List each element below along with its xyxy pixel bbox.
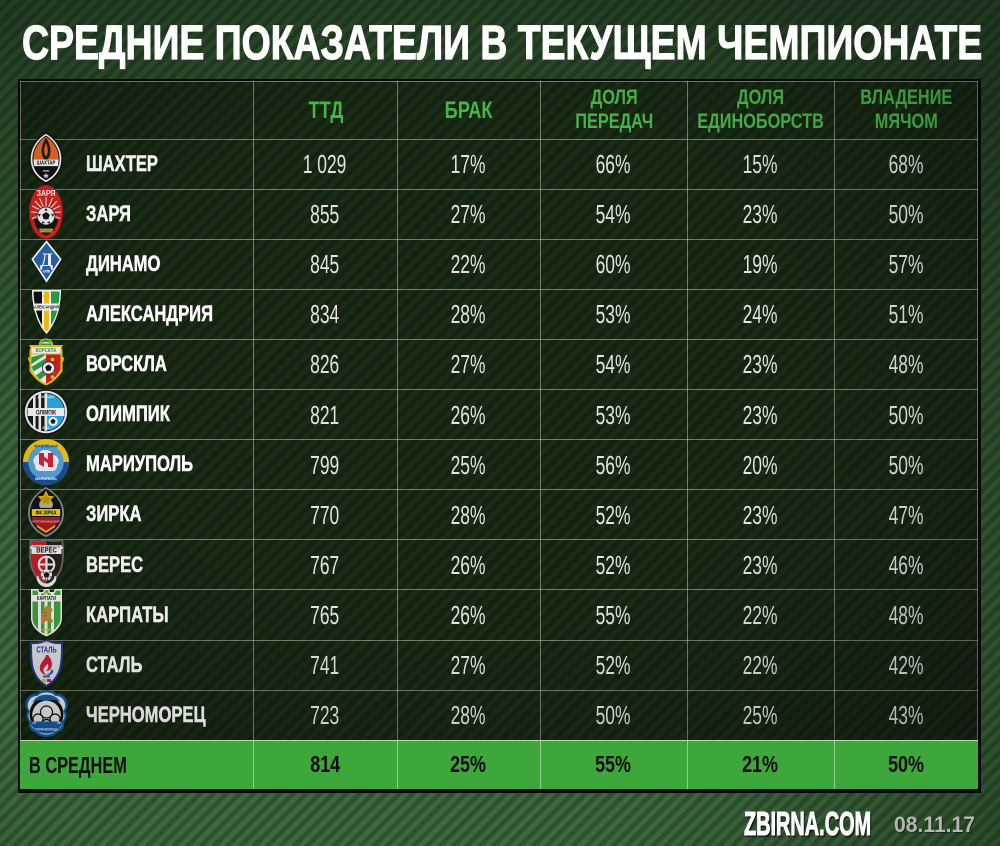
svg-text:36: 36: [57, 721, 61, 725]
svg-text:ВЕРЕС: ВЕРЕС: [36, 548, 57, 556]
svg-text:ЛЬВІВ: ЛЬВІВ: [41, 628, 52, 632]
svg-text:МАРІУПОЛЬ: МАРІУПОЛЬ: [35, 477, 57, 481]
svg-text:ДОНЕЦЬК: ДОНЕЦЬК: [38, 395, 56, 399]
svg-text:АЛЕКСАНДРІЯ: АЛЕКСАНДРІЯ: [34, 304, 59, 310]
svg-text:ФК ЗІРКА: ФК ЗІРКА: [35, 510, 56, 517]
svg-text:КАРПАТИ: КАРПАТИ: [37, 595, 56, 602]
svg-text:ШАХТАР: ШАХТАР: [37, 160, 56, 167]
svg-text:ФК: ФК: [42, 294, 50, 300]
svg-text:ЗАРЯ: ЗАРЯ: [37, 188, 56, 198]
svg-text:ЛУГАНСЬК: ЛУГАНСЬК: [38, 228, 54, 232]
svg-text:СТАЛЬ: СТАЛЬ: [36, 646, 56, 654]
svg-text:КРОПИВНИЦЬКИЙ: КРОПИВНИЦЬКИЙ: [32, 520, 59, 524]
svg-text:РІВНЕНСЬКИЙ КЛУБ: РІВНЕНСЬКИЙ КЛУБ: [32, 545, 60, 549]
svg-text:ВОРСКЛА: ВОРСКЛА: [36, 348, 57, 355]
svg-text:ОЛІМПІК: ОЛІМПІК: [36, 410, 57, 417]
svg-text:Д: Д: [39, 250, 52, 271]
svg-text:ЧОРНОМОРЕЦЬ: ЧОРНОМОРЕЦЬ: [34, 727, 58, 731]
svg-text:19: 19: [32, 721, 36, 725]
svg-text:ФК: ФК: [44, 591, 49, 595]
svg-text:2001: 2001: [42, 426, 50, 430]
svg-text:ФУТБОЛЬНИЙ: ФУТБОЛЬНИЙ: [34, 444, 59, 448]
svg-text:КИЇВ: КИЇВ: [42, 270, 50, 274]
svg-text:1926: 1926: [43, 640, 50, 644]
